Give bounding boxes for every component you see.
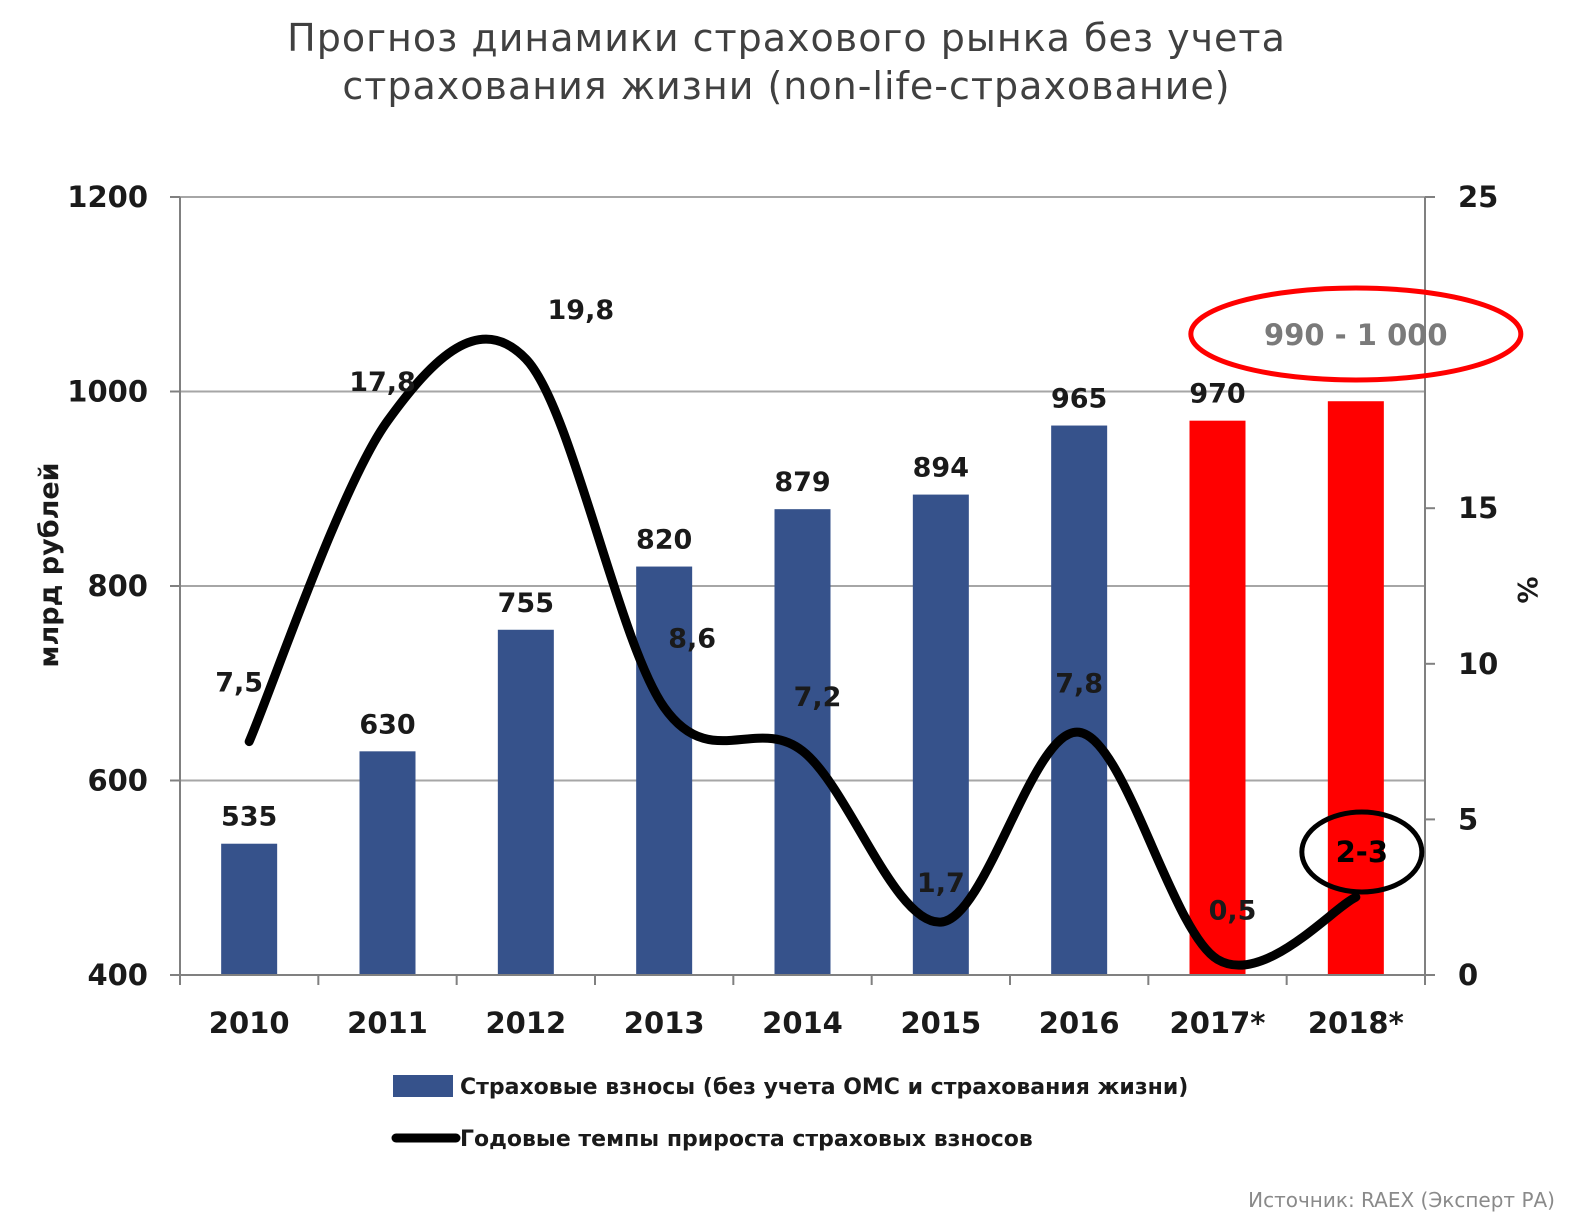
category-label: 2016 bbox=[1039, 1006, 1120, 1040]
chart-title-line-2: страхования жизни (non-life-страхование) bbox=[342, 64, 1231, 108]
bar-value-label: 535 bbox=[221, 802, 277, 833]
category-label: 2015 bbox=[900, 1006, 981, 1040]
bar-2010 bbox=[221, 843, 278, 975]
legend-bar-swatch bbox=[393, 1075, 453, 1097]
category-label: 2012 bbox=[485, 1006, 566, 1040]
bar-2011 bbox=[359, 751, 416, 975]
right-tick-label: 10 bbox=[1458, 647, 1498, 681]
chart-title: Прогноз динамики страхового рынка без уч… bbox=[0, 14, 1573, 110]
bar-value-label: 894 bbox=[913, 453, 969, 484]
annotations: 990 - 1 000 2-3 bbox=[1188, 285, 1524, 895]
legend-bar-label: Страховые взносы (без учета ОМС и страхо… bbox=[460, 1075, 1188, 1100]
forecast-growth-label: 2-3 bbox=[1336, 835, 1388, 869]
line-value-label: 1,7 bbox=[917, 868, 965, 899]
left-tick-label: 1000 bbox=[67, 375, 148, 409]
bar-value-label: 755 bbox=[498, 588, 554, 619]
category-label: 2011 bbox=[347, 1006, 428, 1040]
bar-value-label: 630 bbox=[359, 709, 415, 740]
legend-line-label: Годовые темпы прироста страховых взносов bbox=[460, 1127, 1033, 1152]
bar-value-label: 965 bbox=[1051, 384, 1107, 415]
line-value-label: 0,5 bbox=[1209, 895, 1257, 926]
bar-2015 bbox=[912, 494, 969, 975]
left-tick-label: 600 bbox=[87, 764, 148, 798]
bar-2012 bbox=[497, 629, 554, 975]
right-tick-label: 0 bbox=[1458, 958, 1478, 992]
line-value-label: 7,5 bbox=[215, 668, 263, 699]
legend: Страховые взносы (без учета ОМС и страхо… bbox=[391, 1075, 1188, 1152]
category-label: 2014 bbox=[762, 1006, 843, 1040]
right-tick-label: 5 bbox=[1458, 802, 1478, 836]
right-axis-title: % bbox=[1511, 576, 1542, 603]
bar-value-label: 970 bbox=[1189, 379, 1245, 410]
axes: 400 600 800 1000 1200 0 5 10 15 25 2010 2011 2012 201… bbox=[34, 180, 1542, 1040]
category-label: 2017* bbox=[1170, 1006, 1266, 1040]
bar-value-label: 820 bbox=[636, 525, 692, 556]
source-note: Источник: RAEX (Эксперт РА) bbox=[1248, 1188, 1555, 1212]
left-tick-label: 1200 bbox=[67, 180, 148, 214]
growth-line bbox=[244, 334, 1361, 970]
forecast-growth-ellipse bbox=[1299, 809, 1425, 895]
bar-2016 bbox=[1051, 425, 1108, 976]
category-label: 2013 bbox=[624, 1006, 705, 1040]
bar-2018 bbox=[1327, 401, 1384, 976]
left-axis-title: млрд рублей bbox=[34, 462, 65, 667]
category-label: 2010 bbox=[209, 1006, 290, 1040]
bars bbox=[221, 401, 1384, 976]
left-tick-label: 800 bbox=[87, 569, 148, 603]
forecast-range-label: 990 - 1 000 bbox=[1264, 318, 1448, 352]
line-value-label: 19,8 bbox=[548, 295, 615, 326]
line-value-label: 8,6 bbox=[668, 623, 716, 654]
bar-2013 bbox=[636, 566, 693, 975]
data-labels: 535 630 755 820 879 894 965 970 7,5 17,8 19,8 8,6 7,… bbox=[215, 295, 1256, 927]
category-label: 2018* bbox=[1308, 1006, 1404, 1040]
line-value-label: 7,8 bbox=[1055, 668, 1103, 699]
right-tick-label: 15 bbox=[1458, 491, 1498, 525]
growth-line-path bbox=[244, 334, 1361, 970]
chart-title-line-1: Прогноз динамики страхового рынка без уч… bbox=[287, 16, 1286, 60]
forecast-range-ellipse bbox=[1188, 285, 1524, 383]
right-tick-label: 25 bbox=[1458, 180, 1498, 214]
line-value-label: 17,8 bbox=[349, 367, 416, 398]
left-tick-label: 400 bbox=[87, 958, 148, 992]
bar-2017 bbox=[1189, 420, 1246, 975]
bar-value-label: 879 bbox=[774, 467, 830, 498]
line-value-label: 7,2 bbox=[794, 682, 842, 713]
